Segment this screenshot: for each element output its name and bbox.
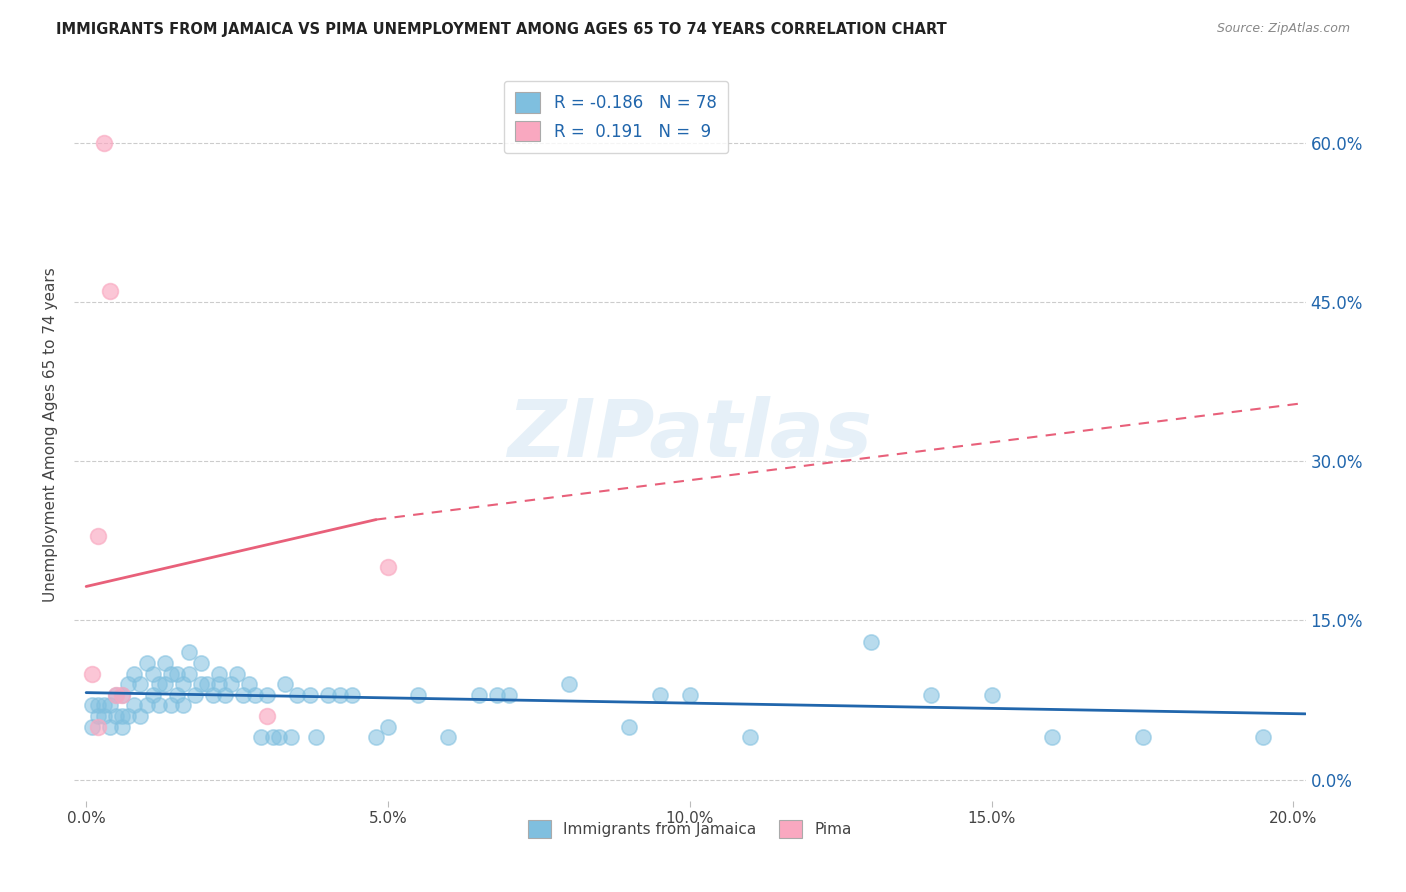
Point [172,677,194,691]
Point [316,688,339,702]
Point [208,677,231,691]
Point [142,688,165,702]
Point [87,698,110,713]
Point [256,709,278,723]
Point [98,285,121,299]
Point [364,730,387,744]
Point [153,677,176,691]
Point [177,645,200,659]
Point [740,730,762,744]
Point [117,709,139,723]
Point [329,688,352,702]
Point [105,709,128,723]
Point [256,688,278,702]
Point [377,720,399,734]
Point [166,688,188,702]
Point [859,634,882,648]
Point [129,709,152,723]
Point [238,677,260,691]
Point [304,730,326,744]
Point [148,677,170,691]
Point [190,677,212,691]
Text: ZIPatlas: ZIPatlas [508,396,872,474]
Point [148,698,170,713]
Point [406,688,429,702]
Point [87,528,110,542]
Point [177,666,200,681]
Point [377,560,399,574]
Point [467,688,489,702]
Point [87,709,110,723]
Point [111,720,134,734]
Point [87,720,110,734]
Point [111,688,134,702]
Text: IMMIGRANTS FROM JAMAICA VS PIMA UNEMPLOYMENT AMONG AGES 65 TO 74 YEARS CORRELATI: IMMIGRANTS FROM JAMAICA VS PIMA UNEMPLOY… [56,22,948,37]
Point [214,688,236,702]
Point [159,698,181,713]
Point [226,666,249,681]
Point [98,720,121,734]
Point [219,677,242,691]
Point [93,136,115,150]
Point [437,730,460,744]
Point [280,730,302,744]
Point [111,688,134,702]
Legend: Immigrants from Jamaica, Pima: Immigrants from Jamaica, Pima [522,814,858,845]
Point [498,688,520,702]
Point [485,688,508,702]
Point [648,688,671,702]
Point [184,688,207,702]
Point [558,677,581,691]
Point [82,720,104,734]
Point [98,698,121,713]
Point [142,666,165,681]
Point [269,730,291,744]
Point [82,666,104,681]
Point [243,688,266,702]
Point [1040,730,1063,744]
Point [619,720,641,734]
Y-axis label: Unemployment Among Ages 65 to 74 years: Unemployment Among Ages 65 to 74 years [44,268,58,602]
Point [190,656,212,670]
Point [135,656,157,670]
Point [298,688,321,702]
Point [262,730,284,744]
Point [111,709,134,723]
Point [82,698,104,713]
Point [105,688,128,702]
Point [250,730,273,744]
Point [287,688,309,702]
Point [980,688,1002,702]
Point [159,666,181,681]
Point [105,688,128,702]
Point [124,698,146,713]
Point [232,688,254,702]
Point [129,677,152,691]
Point [920,688,942,702]
Point [117,677,139,691]
Point [195,677,218,691]
Point [93,709,115,723]
Point [153,656,176,670]
Point [93,698,115,713]
Point [1132,730,1154,744]
Text: Source: ZipAtlas.com: Source: ZipAtlas.com [1216,22,1350,36]
Point [208,666,231,681]
Point [124,666,146,681]
Point [340,688,363,702]
Point [201,688,224,702]
Point [1251,730,1274,744]
Point [679,688,702,702]
Point [166,666,188,681]
Point [172,698,194,713]
Point [274,677,297,691]
Point [135,698,157,713]
